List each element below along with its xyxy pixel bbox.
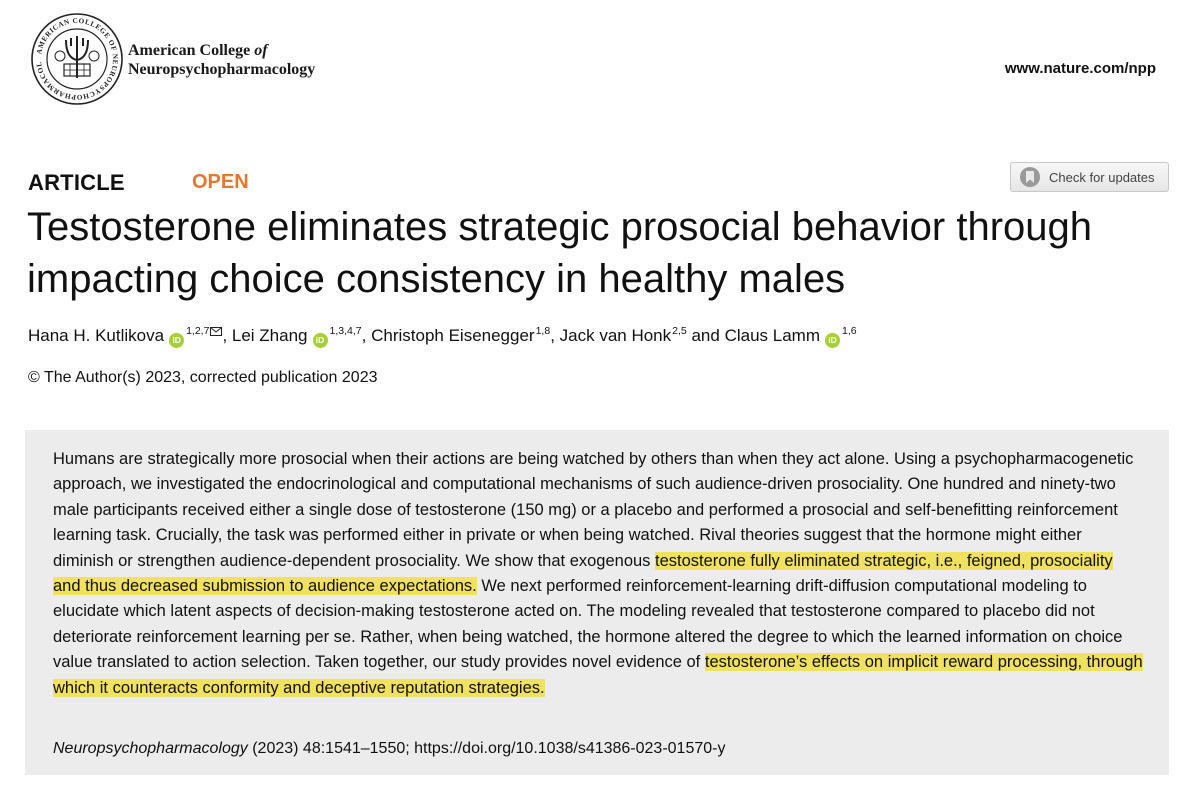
author-name[interactable]: Claus Lamm xyxy=(724,326,820,345)
check-for-updates-label: Check for updates xyxy=(1049,169,1155,185)
bookmark-ribbon-icon xyxy=(1019,166,1041,188)
author-affiliations: 1,6 xyxy=(841,325,857,337)
open-access-badge: OPEN xyxy=(192,171,249,193)
author-separator: , xyxy=(222,326,232,345)
author-separator: , xyxy=(361,326,372,345)
orcid-icon[interactable]: iD xyxy=(312,333,328,348)
org-name-line2: Neuropsychopharmacology xyxy=(128,61,316,78)
orcid-icon[interactable]: iD xyxy=(169,333,185,348)
check-for-updates-button[interactable]: Check for updates xyxy=(1010,162,1169,192)
abstract-text: Humans are strategically more prosocial … xyxy=(53,447,1143,701)
author-name[interactable]: Hana H. Kutlikova xyxy=(28,326,165,345)
orcid-icon[interactable]: iD xyxy=(824,333,840,348)
author-affiliations: 1,2,7 xyxy=(186,325,210,337)
author-name[interactable]: Lei Zhang xyxy=(231,326,308,345)
author-name[interactable]: Jack van Honk xyxy=(559,326,672,345)
org-name-of: of xyxy=(254,42,268,59)
abstract-part-1: Humans are strategically more prosocial … xyxy=(53,450,1134,570)
site-url-link[interactable]: www.nature.com/npp xyxy=(1004,60,1156,77)
author-list: Hana H. Kutlikova iD1,2,7, Lei Zhang iD1,3… xyxy=(28,321,1178,348)
author-separator: and xyxy=(686,326,725,345)
email-icon[interactable] xyxy=(210,321,223,341)
citation-journal: Neuropsychopharmacology xyxy=(53,740,248,757)
author-affiliations: 1,8 xyxy=(535,325,551,337)
copyright-notice: © The Author(s) 2023, corrected publicat… xyxy=(28,369,378,386)
author-name[interactable]: Christoph Eisenegger xyxy=(371,326,535,345)
citation-line: Neuropsychopharmacology (2023) 48:1541–1… xyxy=(53,740,725,758)
org-name-line1: American College xyxy=(128,42,255,59)
author-affiliations: 2,5 xyxy=(672,325,687,337)
abstract-part-2: We next performed reinforcement-learning… xyxy=(53,577,1123,672)
organization-name: American College of Neuropsychopharmacol… xyxy=(128,41,315,79)
citation-details[interactable]: (2023) 48:1541–1550; https://doi.org/10.… xyxy=(247,740,726,757)
abstract-panel: Humans are strategically more prosocial … xyxy=(25,430,1169,775)
article-title: Testosterone eliminates strategic prosoc… xyxy=(27,205,1093,301)
author-separator: , xyxy=(550,326,560,345)
article-type-label: ARTICLE xyxy=(28,170,125,195)
author-affiliations: 1,3,4,7 xyxy=(329,325,362,337)
acnp-seal-icon: AMERICAN COLLEGE OF NEUROPSYCHOPHARMACOL… xyxy=(27,6,124,106)
